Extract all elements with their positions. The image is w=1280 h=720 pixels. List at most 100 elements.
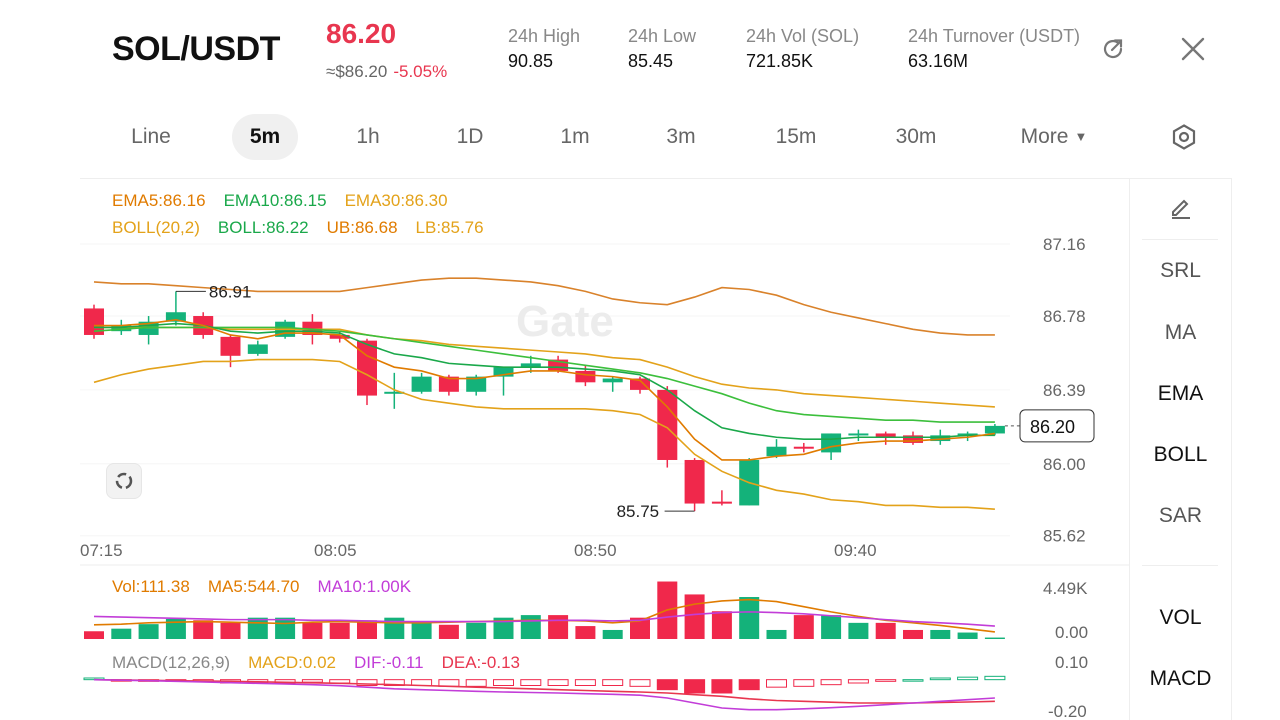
- ema5-line: [94, 319, 996, 461]
- divider: [1142, 239, 1218, 240]
- legend-macd: MACD:0.02: [248, 653, 336, 672]
- macd-histogram-bar: [984, 675, 1006, 681]
- stat-label: 24h Low: [628, 26, 697, 46]
- volume-bar: [84, 631, 104, 639]
- macd-histogram-bar: [766, 679, 787, 688]
- draw-tool-button[interactable]: [1130, 193, 1231, 227]
- time-tick-label: 09:40: [834, 541, 877, 560]
- volume-bar: [302, 622, 323, 639]
- candle-body: [466, 376, 487, 392]
- settings-hexagon-icon[interactable]: [1164, 114, 1204, 160]
- tab-1h[interactable]: 1h: [356, 125, 380, 148]
- volume-bar: [602, 629, 623, 639]
- legend-vol: Vol:111.38: [112, 577, 190, 596]
- macd-histogram-bar: [383, 679, 405, 686]
- boll-upper-band: [93, 277, 995, 336]
- stat-value: 85.45: [628, 51, 674, 71]
- macd-histogram-bar: [684, 679, 706, 694]
- legend-boll: BOLL:86.22: [217, 218, 309, 237]
- refresh-icon: [115, 472, 133, 490]
- kline-chart[interactable]: Gate 87.16 86.78 86.39 86.00 85.62 07:15 08:05 0…: [80, 178, 1130, 720]
- tab-1d[interactable]: 1D: [456, 125, 484, 148]
- indicator-srl[interactable]: SRL: [1160, 259, 1201, 282]
- macd-histogram-bar: [547, 679, 569, 686]
- volume-bar: [930, 629, 951, 639]
- indicator-ema[interactable]: EMA: [1157, 382, 1204, 405]
- volume-bar: [793, 615, 814, 639]
- volume-bar: [357, 620, 377, 639]
- volume-bar: [739, 597, 760, 639]
- candle-body: [630, 378, 650, 390]
- caret-down-icon: ▼: [1074, 129, 1088, 145]
- candle-body: [957, 433, 978, 436]
- last-price-box: [1019, 409, 1095, 443]
- candle-body: [984, 425, 1005, 434]
- stat-24h-turnover: 24h Turnover (USDT) 63.16M: [908, 26, 1084, 72]
- macd-legend: MACD(12,26,9) MACD:0.02 DIF:-0.11 DEA:-0.13: [112, 653, 538, 673]
- chart-svg[interactable]: Gate 87.16 86.78 86.39 86.00 85.62 07:15 08:05 0…: [80, 179, 1130, 720]
- tab-more[interactable]: More ▼: [1004, 114, 1104, 160]
- pair-title: SOL/USDT: [112, 30, 280, 68]
- low-marker-label: 85.75: [617, 502, 660, 521]
- volume-bar: [329, 622, 350, 639]
- candle-body: [329, 334, 350, 339]
- indicator-sar[interactable]: SAR: [1158, 504, 1203, 527]
- change-percent: -5.05%: [393, 62, 448, 81]
- candle-body: [766, 446, 787, 457]
- tab-more-label: More: [1020, 125, 1069, 148]
- candle-body: [411, 376, 432, 392]
- candle-body: [493, 367, 514, 377]
- time-tick-label: 08:05: [314, 541, 357, 560]
- candle-body: [520, 363, 541, 368]
- watermark-text: Gate: [516, 297, 614, 346]
- candle-body: [165, 312, 186, 322]
- chart-reset-button[interactable]: [106, 463, 142, 499]
- candle-body: [357, 340, 377, 396]
- legend-vol-ma5: MA5:544.70: [207, 577, 300, 596]
- indicator-vol[interactable]: VOL: [1159, 606, 1202, 629]
- tab-3m[interactable]: 3m: [666, 125, 696, 148]
- stat-label: 24h Vol (SOL): [746, 26, 860, 46]
- macd-histogram-bar: [875, 679, 897, 682]
- candle-body: [438, 376, 459, 392]
- candle-body: [848, 433, 869, 436]
- macd-dif-line: [93, 678, 995, 711]
- tab-5m[interactable]: 5m: [232, 114, 298, 160]
- ticker-header: SOL/USDT 86.20 ≈$86.20 -5.05% 24h High 90…: [0, 0, 1280, 100]
- volume-bar: [165, 618, 186, 639]
- macd-axis-bottom: -0.20: [1048, 702, 1087, 720]
- close-icon[interactable]: [1178, 34, 1208, 64]
- volume-bar: [630, 617, 650, 639]
- share-icon[interactable]: [1098, 34, 1128, 64]
- candle-body: [602, 378, 623, 383]
- legend-vol-ma10: MA10:1.00K: [317, 577, 412, 596]
- volume-bar: [848, 622, 869, 639]
- stat-value: 721.85K: [746, 51, 814, 71]
- candle-body: [84, 308, 104, 335]
- volume-bar: [957, 632, 978, 639]
- volume-bar: [411, 622, 432, 639]
- macd-histogram-bar: [356, 679, 378, 686]
- volume-ma10-line: [93, 611, 995, 627]
- time-tick-label: 07:15: [80, 541, 123, 560]
- macd-histogram-bar: [629, 679, 651, 687]
- tab-1m[interactable]: 1m: [560, 125, 590, 148]
- indicator-boll[interactable]: BOLL: [1153, 443, 1208, 466]
- volume-bar: [984, 637, 1005, 639]
- boll-mid-line: [93, 326, 995, 423]
- candle-body: [548, 359, 569, 371]
- indicator-macd[interactable]: MACD: [1149, 667, 1212, 690]
- volume-bar: [875, 622, 896, 639]
- vol-legend: Vol:111.38 MA5:544.70 MA10:1.00K: [112, 577, 429, 597]
- indicator-ma[interactable]: MA: [1164, 321, 1197, 344]
- volume-bar: [766, 629, 787, 639]
- ema-legend: EMA5:86.16 EMA10:86.15 EMA30:86.30: [112, 191, 466, 211]
- stat-24h-low: 24h Low 85.45: [628, 26, 696, 72]
- legend-macd-param: MACD(12,26,9): [112, 653, 231, 672]
- tab-15m[interactable]: 15m: [775, 125, 817, 148]
- price-tick-label: 87.16: [1043, 235, 1086, 254]
- volume-axis-max: 4.49K: [1043, 579, 1088, 598]
- candle-body: [793, 446, 814, 449]
- tab-line[interactable]: Line: [131, 125, 171, 148]
- tab-30m[interactable]: 30m: [895, 125, 937, 148]
